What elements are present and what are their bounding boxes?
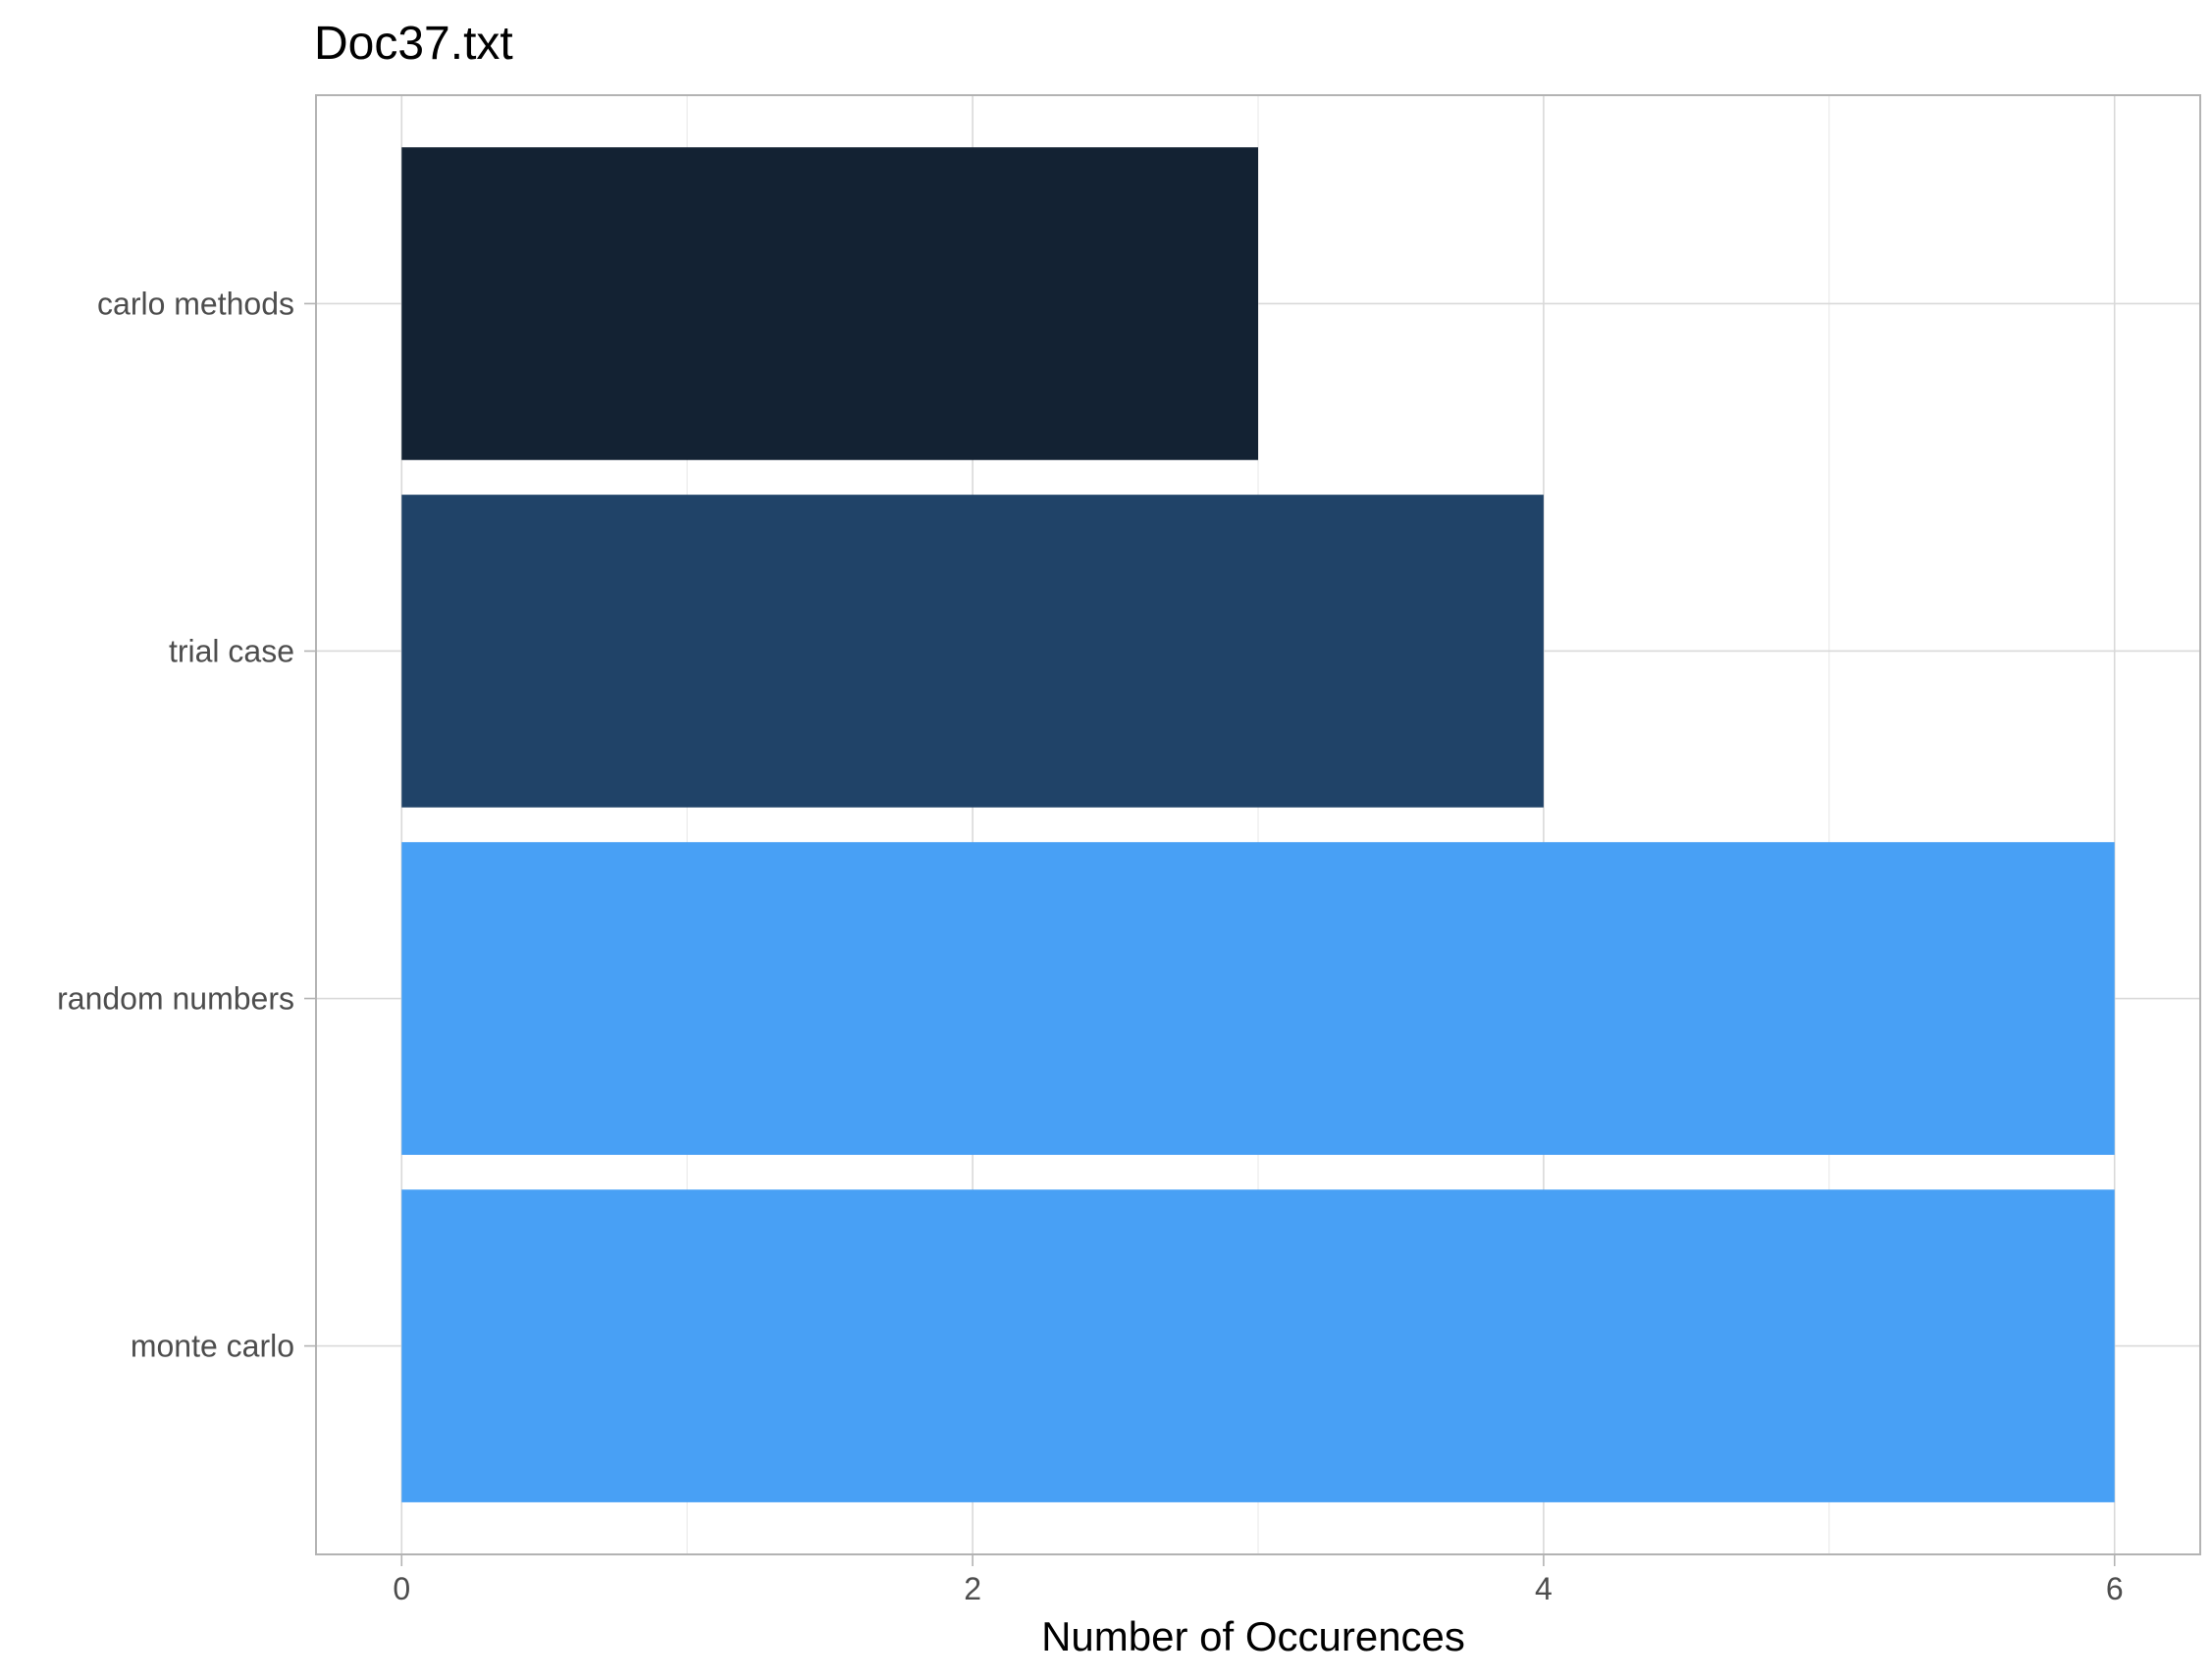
chart-title: Doc37.txt (314, 18, 513, 70)
x-axis-title: Number of Occurences (1041, 1613, 1465, 1659)
panel-border (315, 94, 2201, 1555)
y-axis: monte carlo random numbers trial case carlo… (57, 286, 316, 1364)
y-tick-label: monte carlo (131, 1329, 294, 1364)
bar-trial-case (401, 495, 1544, 808)
x-tick-label: 2 (964, 1571, 981, 1606)
bar-monte-carlo (401, 1189, 2115, 1502)
y-tick-label: trial case (169, 633, 294, 668)
y-tick-label: carlo methods (97, 286, 294, 321)
bar-random-numbers (401, 842, 2115, 1155)
bar-carlo-methods (401, 147, 1259, 460)
y-tick-label: random numbers (57, 981, 294, 1017)
x-tick-label: 4 (1535, 1571, 1553, 1606)
x-tick-label: 0 (393, 1571, 410, 1606)
x-tick-label: 6 (2106, 1571, 2124, 1606)
bars (401, 147, 2115, 1502)
x-axis: 0 2 4 6 (393, 1554, 2124, 1606)
